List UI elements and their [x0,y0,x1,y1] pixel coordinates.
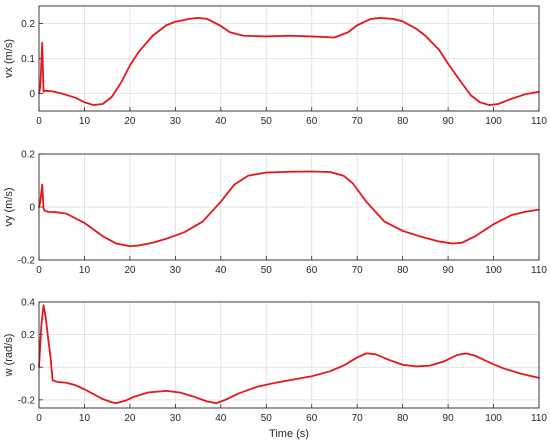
x-tick-label: 60 [306,265,318,276]
y-tick-label: 0.2 [21,330,35,341]
x-tick-label: 110 [531,265,547,276]
x-tick-label: 80 [397,116,409,127]
x-tick-label: 50 [261,413,273,424]
series-line-1 [38,304,540,405]
x-tick-label: 10 [79,116,91,127]
x-tick-label: 100 [485,116,502,127]
x-tick-label: 40 [215,413,227,424]
x-tick-label: 70 [352,413,364,424]
x-tick-label: 60 [306,116,318,127]
series-line-1 [38,16,540,106]
axes-box [38,301,540,409]
y-axis-label: vx (m/s) [3,39,15,78]
y-tick-label: 0.2 [21,19,35,30]
y-tick-label: 0.2 [21,150,35,161]
series-line-1 [38,170,540,248]
x-tick-label: 10 [79,265,91,276]
y-tick-label: 0 [29,89,35,100]
y-tick-label: -0.2 [18,256,36,267]
x-tick-label: 90 [443,265,455,276]
x-tick-label: 40 [215,116,227,127]
x-tick-label: 110 [531,413,547,424]
x-axis-label: Time (s) [269,428,309,440]
y-tick-label: 0 [29,363,35,374]
panel-2: 0 10 20 30 40 50 60 70 80 90 100 110-0.200.2vy (m/s… [3,150,547,277]
x-tick-label: 100 [485,265,502,276]
x-tick-label: 20 [124,116,136,127]
x-tick-label: 30 [170,265,182,276]
x-tick-label: 10 [79,413,91,424]
y-tick-label: 0 [29,203,35,214]
axes-box [38,5,540,112]
x-tick-label: 70 [352,116,364,127]
y-tick-label: 0.4 [21,298,35,309]
x-tick-label: 100 [485,413,502,424]
axes-box [38,153,540,261]
x-tick-label: 50 [261,265,273,276]
panel-3: 0 10 20 30 40 50 60 70 80 90 100 110-0.200.20.4w (r… [3,298,547,441]
x-tick-label: 80 [397,265,409,276]
x-tick-label: 20 [124,413,136,424]
x-tick-label: 90 [443,413,455,424]
x-tick-label: 50 [261,116,273,127]
plot-area [39,302,539,408]
x-tick-label: 0 [36,413,42,424]
x-tick-label: 40 [215,265,227,276]
x-tick-label: 80 [397,413,409,424]
x-tick-label: 30 [170,413,182,424]
y-axis-label: vy (m/s) [3,187,15,226]
x-tick-label: 60 [306,413,318,424]
y-tick-label: 0.1 [21,54,35,65]
x-tick-label: 0 [36,116,42,127]
y-axis-label: w (rad/s) [3,334,15,378]
x-tick-label: 20 [124,265,136,276]
x-tick-label: 90 [443,116,455,127]
panel-1: 0 10 20 30 40 50 60 70 80 90 100 110 0 0.1 0.2 vx (m/s) [3,5,547,127]
x-tick-label: 30 [170,116,182,127]
y-tick-label: -0.2 [18,395,36,406]
x-tick-label: 70 [352,265,364,276]
x-tick-label: 0 [36,265,42,276]
x-tick-label: 110 [531,116,547,127]
